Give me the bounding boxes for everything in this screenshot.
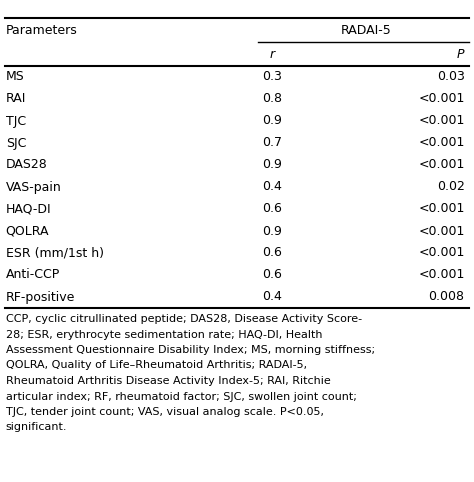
Text: <0.001: <0.001 [418,159,465,172]
Text: RF-positive: RF-positive [6,291,75,304]
Text: 0.8: 0.8 [263,93,283,106]
Text: SJC: SJC [6,136,26,149]
Text: VAS-pain: VAS-pain [6,180,62,193]
Text: <0.001: <0.001 [418,268,465,281]
Text: 0.6: 0.6 [263,202,283,215]
Text: <0.001: <0.001 [418,93,465,106]
Text: 0.4: 0.4 [263,180,283,193]
Text: Parameters: Parameters [6,24,77,37]
Text: ESR (mm/1st h): ESR (mm/1st h) [6,246,104,259]
Text: 0.008: 0.008 [428,291,465,304]
Text: articular index; RF, rheumatoid factor; SJC, swollen joint count;: articular index; RF, rheumatoid factor; … [6,391,356,402]
Text: 0.6: 0.6 [263,268,283,281]
Text: P: P [457,48,465,61]
Text: 0.3: 0.3 [263,70,283,83]
Text: 0.9: 0.9 [263,159,283,172]
Text: DAS28: DAS28 [6,159,47,172]
Text: RADAI-5: RADAI-5 [341,24,392,37]
Text: <0.001: <0.001 [418,136,465,149]
Text: MS: MS [6,70,25,83]
Text: 0.6: 0.6 [263,246,283,259]
Text: TJC: TJC [6,115,26,128]
Text: 0.9: 0.9 [263,115,283,128]
Text: 0.9: 0.9 [263,225,283,238]
Text: QOLRA, Quality of Life–Rheumatoid Arthritis; RADAI-5,: QOLRA, Quality of Life–Rheumatoid Arthri… [6,361,307,371]
Text: 0.03: 0.03 [437,70,465,83]
Text: RAI: RAI [6,93,26,106]
Text: Assessment Questionnaire Disability Index; MS, morning stiffness;: Assessment Questionnaire Disability Inde… [6,345,375,355]
Text: TJC, tender joint count; VAS, visual analog scale. P<0.05,: TJC, tender joint count; VAS, visual ana… [6,407,324,417]
Text: HAQ-DI: HAQ-DI [6,202,51,215]
Text: 0.02: 0.02 [437,180,465,193]
Text: <0.001: <0.001 [418,115,465,128]
Text: Anti-CCP: Anti-CCP [6,268,60,281]
Text: r: r [270,48,275,61]
Text: <0.001: <0.001 [418,202,465,215]
Text: 28; ESR, erythrocyte sedimentation rate; HAQ-DI, Health: 28; ESR, erythrocyte sedimentation rate;… [6,330,322,339]
Text: <0.001: <0.001 [418,246,465,259]
Text: Rheumatoid Arthritis Disease Activity Index-5; RAI, Ritchie: Rheumatoid Arthritis Disease Activity In… [6,376,330,386]
Text: 0.4: 0.4 [263,291,283,304]
Text: 0.7: 0.7 [263,136,283,149]
Text: CCP, cyclic citrullinated peptide; DAS28, Disease Activity Score-: CCP, cyclic citrullinated peptide; DAS28… [6,314,362,324]
Text: significant.: significant. [6,423,67,432]
Text: <0.001: <0.001 [418,225,465,238]
Text: QOLRA: QOLRA [6,225,49,238]
